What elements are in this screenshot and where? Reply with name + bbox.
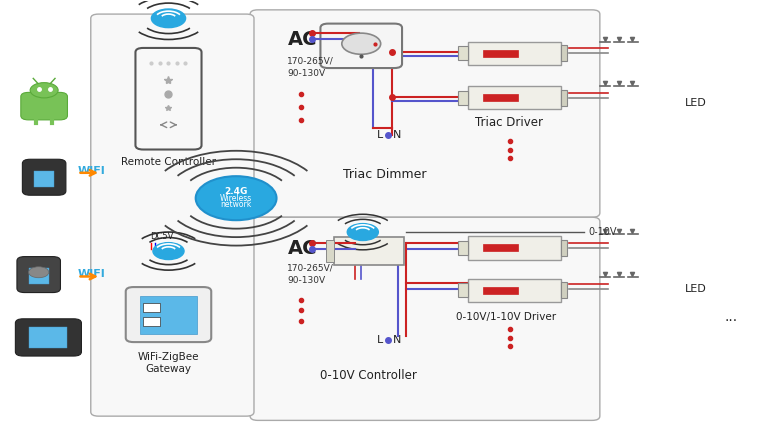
Text: 170-265V/: 170-265V/	[287, 264, 334, 273]
Circle shape	[347, 224, 378, 241]
Bar	[468, 279, 561, 302]
FancyBboxPatch shape	[16, 319, 81, 356]
Bar	[484, 287, 518, 294]
Text: N: N	[393, 335, 401, 345]
Bar	[459, 91, 468, 105]
Text: 2.4G: 2.4G	[225, 187, 248, 196]
Text: 90-130V: 90-130V	[287, 69, 325, 78]
Text: L: L	[377, 335, 383, 345]
Bar	[484, 94, 518, 101]
Text: Triac Dimmer: Triac Dimmer	[343, 168, 427, 181]
Text: AC: AC	[287, 30, 317, 49]
FancyBboxPatch shape	[23, 159, 66, 195]
FancyBboxPatch shape	[21, 92, 67, 120]
Bar	[561, 89, 567, 106]
Bar	[140, 296, 197, 334]
Bar	[484, 50, 518, 57]
Text: LED: LED	[686, 284, 707, 294]
Bar	[143, 317, 160, 326]
Circle shape	[29, 267, 49, 278]
Text: 170-265V/: 170-265V/	[287, 56, 334, 65]
FancyBboxPatch shape	[250, 10, 600, 217]
Bar	[29, 268, 49, 284]
Text: WIFI: WIFI	[77, 166, 105, 176]
Bar	[468, 236, 561, 259]
Text: L: L	[377, 130, 383, 140]
Bar	[34, 171, 55, 187]
Circle shape	[151, 9, 186, 28]
Bar	[484, 245, 518, 251]
Text: AC: AC	[287, 239, 317, 259]
Text: N: N	[393, 130, 401, 140]
Bar	[459, 241, 468, 255]
Circle shape	[196, 176, 277, 220]
Bar	[468, 86, 561, 109]
Circle shape	[30, 83, 58, 98]
Bar	[561, 240, 567, 256]
Text: 0-10V/1-10V Driver: 0-10V/1-10V Driver	[456, 312, 556, 322]
FancyBboxPatch shape	[250, 217, 600, 420]
Text: WIFI: WIFI	[77, 269, 105, 279]
FancyBboxPatch shape	[90, 14, 254, 416]
Text: Wireless: Wireless	[220, 194, 252, 203]
FancyBboxPatch shape	[136, 48, 201, 150]
Bar	[143, 303, 160, 312]
Text: 90-130V: 90-130V	[287, 276, 325, 285]
FancyBboxPatch shape	[17, 256, 61, 293]
Text: 0-10V Controller: 0-10V Controller	[320, 369, 417, 383]
Text: DC5V: DC5V	[151, 232, 174, 241]
Text: 0-10V: 0-10V	[588, 227, 617, 237]
Circle shape	[153, 243, 184, 259]
Bar	[459, 283, 468, 297]
Bar	[459, 46, 468, 60]
Bar	[561, 282, 567, 298]
Text: ...: ...	[724, 310, 737, 324]
Bar	[468, 42, 561, 65]
Bar	[30, 327, 66, 348]
FancyBboxPatch shape	[126, 287, 211, 342]
FancyBboxPatch shape	[321, 23, 402, 68]
Bar	[326, 240, 334, 262]
Bar	[561, 45, 567, 61]
Text: Remote Controller: Remote Controller	[121, 157, 216, 167]
Text: LED: LED	[686, 98, 707, 108]
Circle shape	[342, 33, 381, 54]
Text: Triac Driver: Triac Driver	[476, 115, 544, 129]
Text: WiFi-ZigBee
Gateway: WiFi-ZigBee Gateway	[138, 352, 199, 374]
Text: network: network	[221, 200, 252, 209]
Bar	[334, 237, 404, 265]
